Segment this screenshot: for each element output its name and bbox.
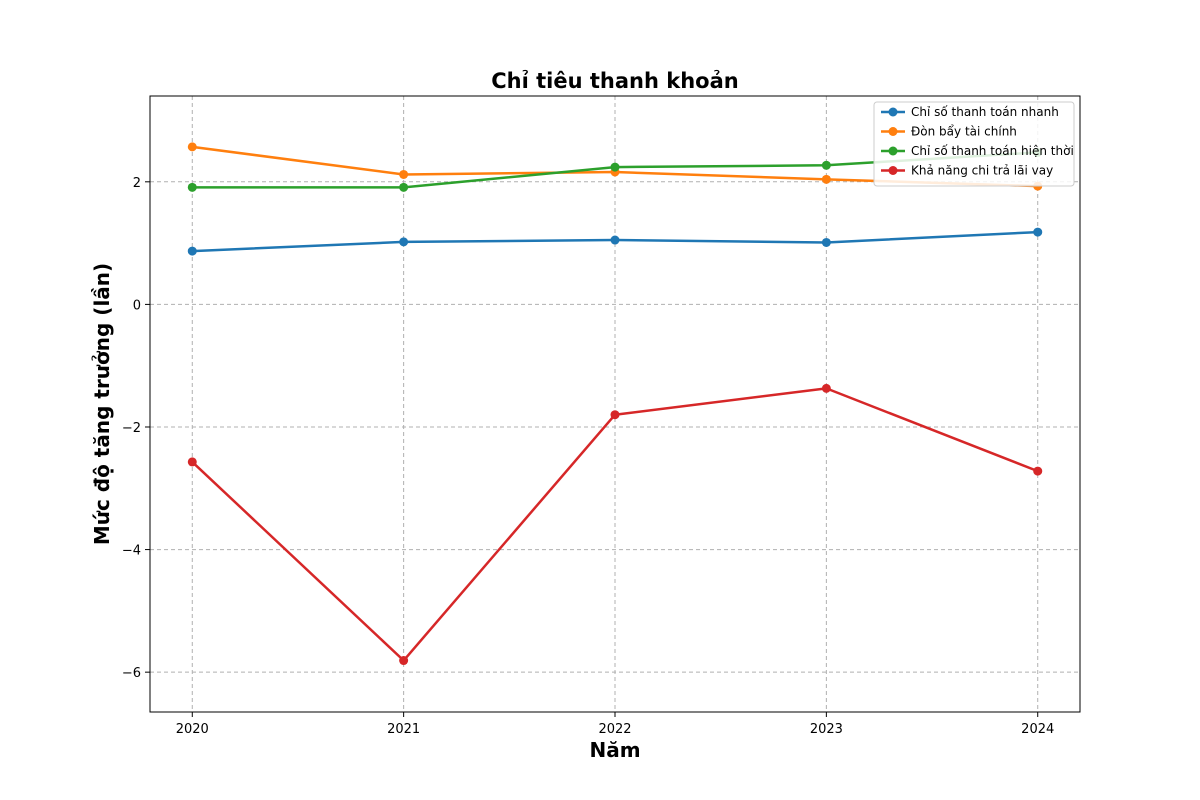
- data-point: [187, 182, 197, 192]
- legend-entry: Khả năng chi trả lãi vay: [881, 164, 1053, 178]
- grid: [150, 96, 1080, 712]
- data-point: [399, 237, 409, 247]
- series-1: [187, 227, 1043, 256]
- legend-entry: Chỉ số thanh toán nhanh: [881, 105, 1059, 119]
- data-point: [821, 160, 831, 170]
- legend-swatch-marker: [888, 146, 898, 156]
- legend-label: Chỉ số thanh toán nhanh: [911, 105, 1059, 119]
- legend-entry: Đòn bẩy tài chính: [881, 125, 1017, 139]
- y-tick-label: −6: [122, 666, 141, 681]
- data-point: [187, 246, 197, 256]
- legend-swatch-marker: [888, 107, 898, 117]
- data-point: [1033, 227, 1043, 237]
- data-point: [610, 162, 620, 172]
- data-point: [399, 656, 409, 666]
- y-tick-label: 0: [133, 298, 141, 313]
- x-tick-label: 2020: [176, 722, 209, 737]
- x-tick-label: 2021: [387, 722, 420, 737]
- data-point: [187, 142, 197, 152]
- data-point: [187, 457, 197, 467]
- x-axis-title: Năm: [589, 738, 640, 762]
- x-axis-ticks: 2020 2021 2022 2023 2024: [176, 712, 1054, 737]
- chart-title: Chỉ tiêu thanh khoản: [491, 69, 738, 93]
- data-point: [399, 182, 409, 192]
- data-point: [1033, 466, 1043, 476]
- series-4: [187, 383, 1043, 666]
- legend-swatch-marker: [888, 166, 898, 175]
- legend-swatch-marker: [888, 127, 898, 136]
- y-axis-ticks: −6 −4 −2 0 2: [122, 176, 150, 681]
- data-point: [399, 169, 409, 179]
- legend-label: Khả năng chi trả lãi vay: [911, 164, 1053, 178]
- legend-label: Chỉ số thanh toán hiện thời: [911, 144, 1074, 158]
- data-point: [821, 174, 831, 184]
- x-tick-label: 2023: [810, 722, 843, 737]
- y-axis-title: Mức độ tăng trưởng (lần): [90, 263, 114, 545]
- data-point: [610, 410, 620, 420]
- y-tick-label: −4: [122, 544, 141, 559]
- x-tick-label: 2022: [598, 722, 631, 737]
- legend-entry: Chỉ số thanh toán hiện thời: [881, 144, 1074, 158]
- x-tick-label: 2024: [1021, 722, 1054, 737]
- y-tick-label: 2: [133, 176, 141, 191]
- y-tick-label: −2: [122, 421, 141, 436]
- data-point: [610, 235, 620, 245]
- data-point: [821, 237, 831, 247]
- legend: Chỉ số thanh toán nhanh Đòn bẩy tài chính…: [873, 101, 1075, 187]
- legend-label: Đòn bẩy tài chính: [911, 125, 1017, 139]
- data-point: [821, 383, 831, 393]
- legend-box: [873, 101, 1075, 187]
